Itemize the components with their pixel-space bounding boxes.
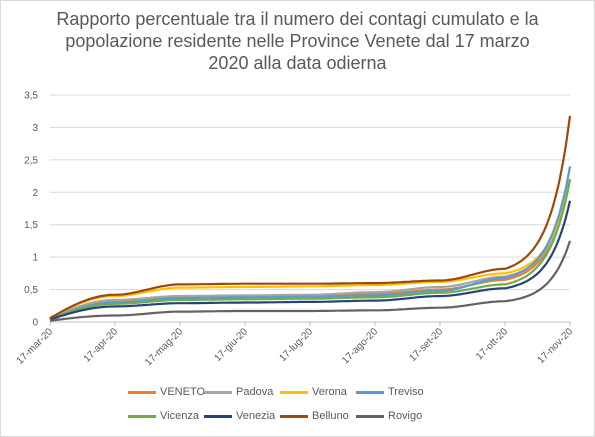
x-tick-label: 17-mar-20	[15, 326, 56, 367]
series-lines	[49, 115, 572, 322]
series-line-verona	[49, 179, 572, 320]
legend-label: Belluno	[312, 410, 349, 422]
legend-swatch	[204, 390, 232, 394]
legend-item-belluno: Belluno	[280, 408, 349, 424]
series-line-venezia	[49, 200, 572, 321]
legend-item-treviso: Treviso	[356, 384, 424, 400]
series-line-treviso	[49, 166, 572, 321]
x-tick-label: 17-lug-20	[277, 326, 315, 364]
gridlines	[50, 94, 570, 291]
legend-swatch	[280, 390, 308, 394]
chart-title: Rapporto percentuale tra il numero dei c…	[30, 8, 565, 74]
series-line-padova	[49, 179, 572, 320]
x-tick-label: 17-set-20	[407, 326, 445, 364]
legend-label: Treviso	[388, 386, 424, 398]
legend-label: Vicenza	[160, 410, 199, 422]
series-line-vicenza	[49, 179, 572, 321]
legend-swatch	[280, 414, 308, 418]
y-tick-label: 2	[32, 188, 38, 199]
legend-swatch	[356, 414, 384, 418]
legend-item-rovigo: Rovigo	[356, 408, 422, 424]
legend-label: Verona	[312, 386, 347, 398]
legend-label: VENETO	[160, 386, 206, 398]
legend-item-verona: Verona	[280, 384, 347, 400]
legend-item-venezia: Venezia	[204, 408, 275, 424]
x-tick-label: 17-giu-20	[212, 326, 250, 364]
chart-title-line-1: Rapporto percentuale tra il numero dei c…	[56, 9, 539, 29]
legend-label: Rovigo	[388, 410, 423, 422]
legend-item-vicenza: Vicenza	[128, 408, 199, 424]
x-tick-label: 17-nov-20	[536, 326, 576, 366]
x-tick-label: 17-mag-20	[143, 326, 185, 368]
y-tick-label: 2,5	[24, 155, 38, 166]
chart-title-line-2: popolazione residente nelle Province Ven…	[65, 31, 530, 51]
chart-title-line-3: 2020 alla data odierna	[208, 53, 387, 73]
y-tick-label: 1,5	[24, 220, 38, 231]
series-line-belluno	[49, 115, 572, 320]
axes: 0 0,5 1 1,5 2 2,5 3 3,5 17-mar-20 17-apr-20 17-mag…	[15, 91, 576, 369]
y-tick-label: 1	[32, 253, 38, 264]
legend-label: Padova	[236, 386, 274, 398]
legend-swatch	[204, 414, 232, 418]
series-line-rovigo	[49, 240, 572, 322]
legend-item-padova: Padova	[204, 384, 273, 400]
legend-label: Venezia	[236, 410, 276, 422]
legend-row-2: Vicenza Venezia Belluno Rovigo	[0, 408, 595, 424]
y-tick-label: 0,5	[24, 285, 38, 296]
y-tick-label: 0	[32, 318, 38, 329]
x-tick-label: 17-ott-20	[474, 326, 510, 362]
x-tick-label: 17-ago-20	[340, 326, 380, 366]
legend-item-veneto: VENETO	[128, 384, 205, 400]
y-tick-label: 3	[32, 123, 38, 134]
legend-row-1: VENETO Padova Verona Treviso	[0, 384, 595, 400]
legend-swatch	[356, 390, 384, 394]
x-tick-label: 17-apr-20	[82, 326, 121, 365]
legend-swatch	[128, 390, 156, 394]
legend-swatch	[128, 414, 156, 418]
y-tick-label: 3,5	[24, 91, 38, 102]
